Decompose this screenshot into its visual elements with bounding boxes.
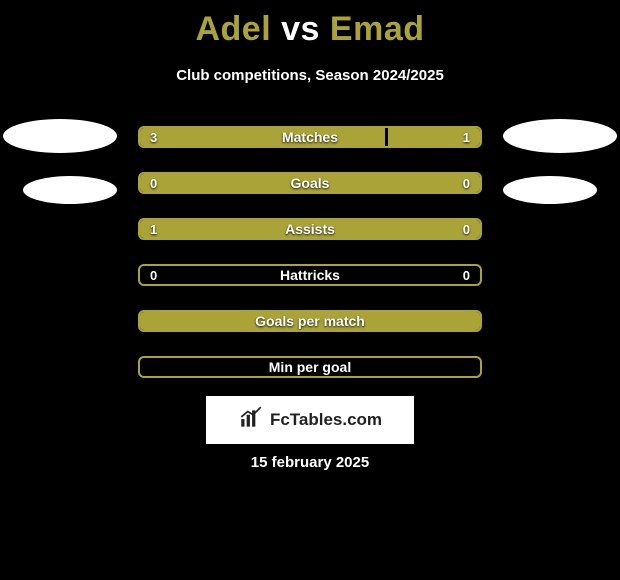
stat-label: Min per goal [140, 358, 480, 376]
stat-fill-left [140, 174, 480, 192]
player1-photo-placeholder [3, 119, 117, 153]
stat-fill-left [140, 128, 385, 146]
player2-photo-placeholder [503, 119, 617, 153]
stat-row: Goals per match [138, 310, 482, 332]
title: Adel vs Emad [0, 0, 620, 49]
chart-icon [238, 405, 264, 436]
fctables-logo: FcTables.com [206, 396, 414, 444]
vs-text: vs [281, 10, 320, 48]
player2-name: Emad [330, 10, 425, 48]
subtitle: Club competitions, Season 2024/2025 [0, 67, 620, 84]
player1-club-placeholder [23, 176, 117, 204]
stat-fill-right [405, 220, 480, 238]
date-label: 15 february 2025 [0, 454, 620, 471]
stat-fill-left [140, 220, 405, 238]
player2-club-placeholder [503, 176, 597, 204]
stat-value-right: 0 [463, 266, 470, 284]
stat-bars: 31Matches 00Goals 10Assists 0 0Hattricks Goal… [138, 126, 482, 402]
stat-value-left: 0 [150, 266, 157, 284]
comparison-card: Adel vs Emad Club competitions, Season 2… [0, 0, 620, 580]
stat-row: 10Assists [138, 218, 482, 240]
logo-text: FcTables.com [270, 410, 382, 430]
player1-name: Adel [195, 10, 271, 48]
stat-fill-left [140, 312, 480, 330]
stat-row: 31Matches [138, 126, 482, 148]
stat-fill-right [388, 128, 480, 146]
stat-row: 0 0Hattricks [138, 264, 482, 286]
stat-row: 00Goals [138, 172, 482, 194]
stat-label: Hattricks [140, 266, 480, 284]
stat-row: Min per goal [138, 356, 482, 378]
